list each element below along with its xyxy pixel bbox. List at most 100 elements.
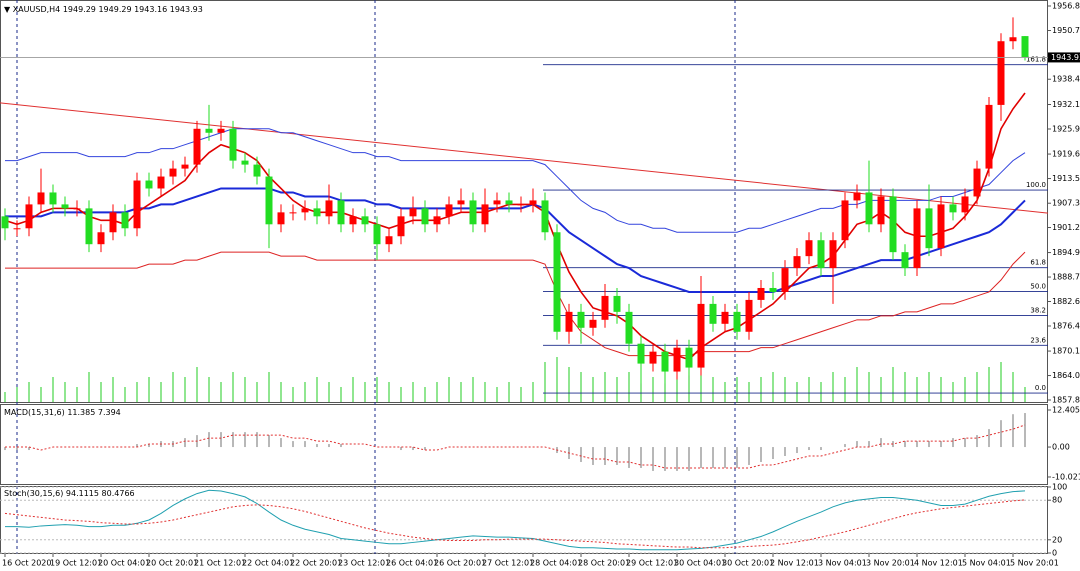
candle-body xyxy=(85,208,93,245)
candle-body xyxy=(373,224,381,245)
y-tick-label: 1932.10 xyxy=(1052,100,1080,109)
candle-body xyxy=(169,168,177,177)
candle-body xyxy=(1021,36,1029,58)
x-tick-label: 3 Nov 20:01 xyxy=(866,559,915,568)
fibo-label: 61.8 xyxy=(1030,259,1046,267)
fibo-label: 100.0 xyxy=(1026,181,1046,189)
candle-body xyxy=(73,208,81,210)
candle-body xyxy=(241,160,249,165)
candle-body xyxy=(313,208,321,217)
candle-body xyxy=(217,128,225,133)
candle-body xyxy=(205,128,213,133)
candle-body xyxy=(37,192,45,205)
x-tick-label: 27 Oct 12:01 xyxy=(482,559,534,568)
panel-header: MACD(15,31,6) 11.385 7.394 xyxy=(4,408,121,417)
candle-body xyxy=(469,200,477,225)
candle-body xyxy=(97,232,105,245)
y-tick-label: 1907.30 xyxy=(1052,199,1080,208)
candle-body xyxy=(781,268,789,292)
macd-panel xyxy=(0,404,1048,485)
header-value: XAUUSD,H4 xyxy=(13,5,61,14)
candle-body xyxy=(721,311,729,324)
x-tick-label: 19 Oct 12:01 xyxy=(50,559,102,568)
y-tick-label: 100 xyxy=(1052,483,1067,492)
candle-body xyxy=(697,303,705,368)
header-value: 1943.93 xyxy=(170,5,203,14)
price-tag-label: 1943.93 xyxy=(1051,53,1080,62)
candle-body xyxy=(565,311,573,332)
candle-body xyxy=(757,287,765,300)
y-tick-label: 1864.00 xyxy=(1052,371,1080,380)
candle-body xyxy=(673,347,681,372)
y-tick-label: 12.405 xyxy=(1052,405,1080,414)
candle-body xyxy=(985,104,993,169)
y-tick-label: 80 xyxy=(1052,496,1062,505)
candle-body xyxy=(1,216,9,229)
x-tick-label: 30 Oct 20:01 xyxy=(722,559,774,568)
candle-body xyxy=(589,319,597,328)
candle-body xyxy=(445,204,453,217)
candle-body xyxy=(457,200,465,205)
x-tick-label: 30 Oct 04:01 xyxy=(674,559,726,568)
trend-line xyxy=(0,102,1049,214)
candle-body xyxy=(577,311,585,328)
x-tick-label: 22 Oct 20:01 xyxy=(290,559,342,568)
candle-body xyxy=(661,351,669,372)
candle-body xyxy=(553,232,561,332)
candle-body xyxy=(901,252,909,269)
indicator-line xyxy=(5,251,1026,357)
candle-body xyxy=(193,128,201,165)
candle-body xyxy=(709,303,717,324)
panel-header: ▼ XAUUSD,H4 1949.29 1949.29 1943.16 1943… xyxy=(4,5,203,14)
candle-body xyxy=(769,287,777,292)
candle-body xyxy=(229,128,237,161)
candle-body xyxy=(625,311,633,344)
candle-body xyxy=(25,204,33,229)
header-value: MACD(15,31,6) xyxy=(4,408,65,417)
candle-body xyxy=(829,240,837,269)
price-tag xyxy=(1048,52,1080,63)
indicator-line xyxy=(4,92,1026,361)
x-tick-label: 2 Nov 12:01 xyxy=(770,559,819,568)
y-tick-label: 1925.95 xyxy=(1052,124,1080,133)
header-value: 94.1115 xyxy=(66,489,99,498)
candle-body xyxy=(349,216,357,225)
fibo-label: 23.6 xyxy=(1030,336,1046,344)
y-tick-label: 1938.45 xyxy=(1052,75,1080,84)
header-marker: ▼ xyxy=(4,5,13,14)
indicator-line xyxy=(5,489,1026,551)
candle-body xyxy=(109,212,117,233)
header-value: 1943.16 xyxy=(134,5,167,14)
x-tick-label: 5 Nov 20:01 xyxy=(1010,559,1059,568)
candle-body xyxy=(685,347,693,368)
x-tick-label: 26 Oct 04:01 xyxy=(386,559,438,568)
candle-body xyxy=(997,41,1005,105)
candle-body xyxy=(613,295,621,312)
candle-body xyxy=(433,216,441,225)
candle-body xyxy=(913,208,921,269)
header-value: 80.4766 xyxy=(102,489,135,498)
x-tick-label: 5 Nov 04:01 xyxy=(962,559,1011,568)
y-tick-label: 1913.50 xyxy=(1052,174,1080,183)
main-panel xyxy=(0,0,1048,403)
x-tick-label: 28 Oct 20:01 xyxy=(578,559,630,568)
candle-body xyxy=(505,200,513,205)
fibo-label: 0.0 xyxy=(1035,384,1046,392)
candle-body xyxy=(973,168,981,197)
fibo-label: 50.0 xyxy=(1030,283,1046,291)
candle-body xyxy=(325,200,333,217)
candle-body xyxy=(865,192,873,225)
candle-body xyxy=(805,240,813,257)
candle-body xyxy=(409,208,417,217)
x-tick-label: 20 Oct 20:01 xyxy=(146,559,198,568)
x-tick-label: 4 Nov 12:01 xyxy=(914,559,963,568)
x-tick-label: 23 Oct 12:01 xyxy=(338,559,390,568)
y-tick-label: 1950.70 xyxy=(1052,26,1080,35)
candle-body xyxy=(49,192,57,205)
y-tick-label: 1901.20 xyxy=(1052,223,1080,232)
header-value: 11.385 xyxy=(67,408,95,417)
candle-body xyxy=(301,208,309,213)
candle-body xyxy=(949,204,957,213)
candle-body xyxy=(481,204,489,225)
